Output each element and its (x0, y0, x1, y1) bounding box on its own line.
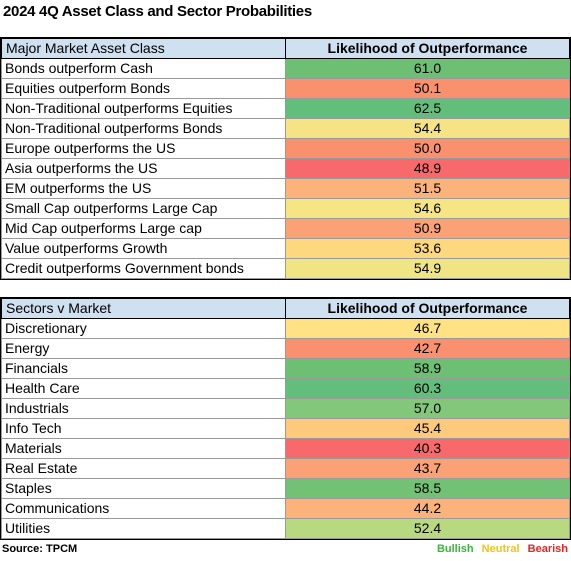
asset-class-header-value: Likelihood of Outperformance (285, 38, 570, 59)
legend: Bullish Neutral Bearish (432, 543, 568, 555)
sector-row-value: 60.3 (285, 378, 570, 399)
asset-class-row-value: 54.9 (285, 258, 570, 279)
source-note: Source: TPCM (2, 543, 78, 555)
sector-row-value: 40.3 (285, 438, 570, 459)
asset-class-row-value: 54.6 (285, 198, 570, 219)
table-header-row: Sectors v Market Likelihood of Outperfor… (1, 298, 570, 319)
sector-row-value: 58.9 (285, 358, 570, 379)
sector-row-label: Discretionary (1, 318, 286, 339)
asset-class-row-value: 53.6 (285, 238, 570, 259)
sector-row: Financials 58.9 (1, 358, 570, 379)
asset-class-table: Major Market Asset Class Likelihood of O… (0, 37, 571, 280)
asset-class-row-label: Small Cap outperforms Large Cap (1, 198, 286, 219)
sector-row-label: Financials (1, 358, 286, 379)
asset-class-row-value: 51.5 (285, 178, 570, 199)
asset-class-row-label: Europe outperforms the US (1, 138, 286, 159)
asset-class-header-label: Major Market Asset Class (1, 38, 286, 59)
asset-class-row: Equities outperform Bonds 50.1 (1, 78, 570, 99)
sector-row: Discretionary 46.7 (1, 318, 570, 339)
asset-class-row-value: 61.0 (285, 58, 570, 79)
asset-class-row: Credit outperforms Government bonds 54.9 (1, 258, 570, 279)
asset-class-row: Europe outperforms the US 50.0 (1, 138, 570, 159)
sector-row-label: Energy (1, 338, 286, 359)
asset-class-row-value: 50.9 (285, 218, 570, 239)
asset-class-row: Value outperforms Growth 53.6 (1, 238, 570, 259)
sector-row-value: 58.5 (285, 478, 570, 499)
sector-row-label: Health Care (1, 378, 286, 399)
sectors-table: Sectors v Market Likelihood of Outperfor… (0, 297, 571, 540)
sector-row: Energy 42.7 (1, 338, 570, 359)
asset-class-row: Asia outperforms the US 48.9 (1, 158, 570, 179)
sector-row-value: 42.7 (285, 338, 570, 359)
asset-class-row-label: EM outperforms the US (1, 178, 286, 199)
sectors-header-value: Likelihood of Outperformance (285, 298, 570, 319)
table-header-row: Major Market Asset Class Likelihood of O… (1, 38, 570, 59)
asset-class-row: Small Cap outperforms Large Cap 54.6 (1, 198, 570, 219)
sector-row-value: 45.4 (285, 418, 570, 439)
asset-class-row-label: Value outperforms Growth (1, 238, 286, 259)
asset-class-row-value: 54.4 (285, 118, 570, 139)
sector-row: Info Tech 45.4 (1, 418, 570, 439)
sector-row: Communications 44.2 (1, 498, 570, 519)
legend-bullish: Bullish (436, 543, 474, 555)
asset-class-row-value: 62.5 (285, 98, 570, 119)
sector-row: Health Care 60.3 (1, 378, 570, 399)
sector-row-label: Communications (1, 498, 286, 519)
asset-class-row-value: 50.1 (285, 78, 570, 99)
asset-class-row-label: Credit outperforms Government bonds (1, 258, 286, 279)
asset-class-row-label: Non-Traditional outperforms Bonds (1, 118, 286, 139)
sector-row-value: 43.7 (285, 458, 570, 479)
sector-row: Industrials 57.0 (1, 398, 570, 419)
sector-row-value: 57.0 (285, 398, 570, 419)
sector-row-value: 44.2 (285, 498, 570, 519)
sector-row-label: Info Tech (1, 418, 286, 439)
legend-bearish: Bearish (527, 543, 568, 555)
asset-class-row-label: Asia outperforms the US (1, 158, 286, 179)
asset-class-row-label: Non-Traditional outperforms Equities (1, 98, 286, 119)
sector-row: Real Estate 43.7 (1, 458, 570, 479)
asset-class-row-value: 48.9 (285, 158, 570, 179)
sector-row: Materials 40.3 (1, 438, 570, 459)
asset-class-row: Bonds outperform Cash 61.0 (1, 58, 570, 79)
asset-class-row: Non-Traditional outperforms Equities 62.5 (1, 98, 570, 119)
asset-class-row: Non-Traditional outperforms Bonds 54.4 (1, 118, 570, 139)
asset-class-row-label: Mid Cap outperforms Large cap (1, 218, 286, 239)
asset-class-row: Mid Cap outperforms Large cap 50.9 (1, 218, 570, 239)
sector-row-label: Staples (1, 478, 286, 499)
sector-row-label: Utilities (1, 518, 286, 539)
asset-class-row-value: 50.0 (285, 138, 570, 159)
asset-class-row-label: Equities outperform Bonds (1, 78, 286, 99)
sector-row-value: 52.4 (285, 518, 570, 539)
sector-row: Utilities 52.4 (1, 518, 570, 539)
sector-row-label: Real Estate (1, 458, 286, 479)
asset-class-row: EM outperforms the US 51.5 (1, 178, 570, 199)
sector-row-label: Industrials (1, 398, 286, 419)
sector-row-label: Materials (1, 438, 286, 459)
legend-neutral: Neutral (481, 543, 520, 555)
sector-row-value: 46.7 (285, 318, 570, 339)
page-title: 2024 4Q Asset Class and Sector Probabili… (3, 3, 312, 20)
sectors-header-label: Sectors v Market (1, 298, 286, 319)
asset-class-row-label: Bonds outperform Cash (1, 58, 286, 79)
sector-row: Staples 58.5 (1, 478, 570, 499)
